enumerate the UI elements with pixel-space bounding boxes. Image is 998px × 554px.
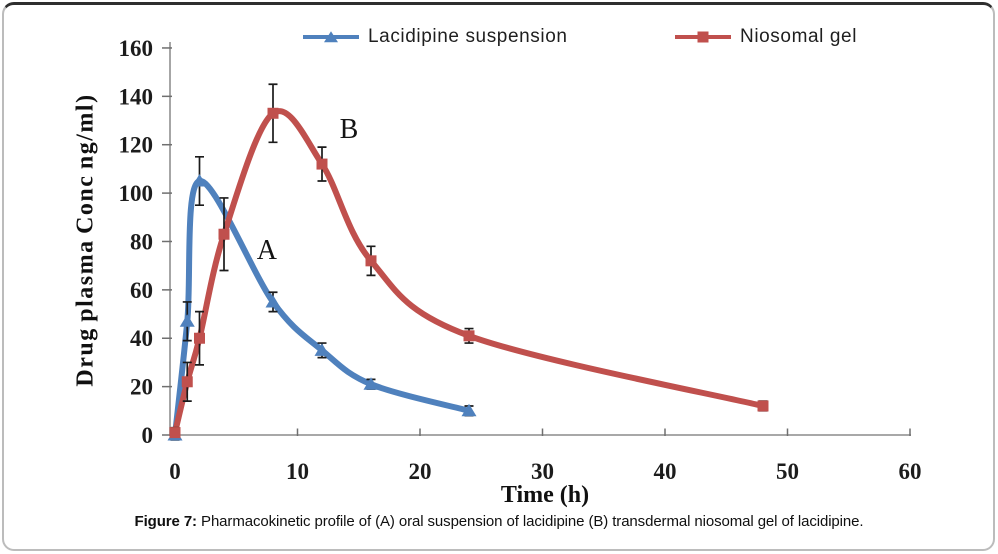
marker-triangle-lacidipine-suspension-1h xyxy=(179,314,195,327)
legend-line-red xyxy=(675,31,731,43)
y-tick-label-140: 140 xyxy=(119,84,154,109)
x-tick-label-10: 10 xyxy=(286,459,309,484)
marker-triangle-lacidipine-suspension-8h xyxy=(265,294,281,308)
marker-square-niosomal-gel-0h xyxy=(169,427,181,439)
series-curve-lacidipine-suspension xyxy=(172,178,472,438)
x-tick-label-20: 20 xyxy=(409,459,432,484)
square-marker-icon xyxy=(697,31,709,43)
series-curve-niosomal-gel xyxy=(172,108,766,436)
annotation-b: B xyxy=(339,114,359,146)
figure-caption: Figure 7: Pharmacokinetic profile of (A)… xyxy=(0,513,998,530)
legend-label: Lacidipine suspension xyxy=(368,26,568,47)
y-tick-label-60: 60 xyxy=(130,278,153,303)
marker-square-niosomal-gel-8h xyxy=(267,107,279,119)
marker-square-niosomal-gel-24h xyxy=(463,330,475,342)
y-tick-label-0: 0 xyxy=(142,423,154,448)
marker-square-niosomal-gel-2h xyxy=(194,332,205,344)
x-tick-label-60: 60 xyxy=(899,459,922,484)
marker-triangle-lacidipine-suspension-16h xyxy=(363,377,379,390)
legend-line-blue xyxy=(303,31,359,43)
y-tick-label-120: 120 xyxy=(119,133,154,158)
x-axis-title: Time (h) xyxy=(500,482,590,508)
triangle-marker-icon xyxy=(324,31,338,43)
marker-square-niosomal-gel-16h xyxy=(365,255,377,267)
x-tick-label-0: 0 xyxy=(169,459,181,484)
marker-triangle-lacidipine-suspension-24h xyxy=(461,403,477,417)
legend-item-lacidipine-suspension: Lacidipine suspension xyxy=(303,26,568,48)
y-tick-label-160: 160 xyxy=(119,36,154,61)
figure-caption-text: Pharmacokinetic profile of (A) oral susp… xyxy=(196,513,864,530)
legend-item-niosomal-gel: Niosomal gel xyxy=(675,26,857,48)
y-tick-label-100: 100 xyxy=(119,181,154,206)
annotation-a: A xyxy=(256,235,277,267)
marker-triangle-lacidipine-suspension-2h xyxy=(192,174,207,187)
figure-caption-label: Figure 7: xyxy=(134,513,198,530)
x-tick-label-40: 40 xyxy=(654,459,677,484)
y-tick-label-40: 40 xyxy=(130,326,153,351)
marker-square-niosomal-gel-4h xyxy=(218,228,230,240)
marker-triangle-lacidipine-suspension-12h xyxy=(314,343,330,356)
y-tick-label-80: 80 xyxy=(130,229,153,254)
y-axis-title: Drug plasma Conc ng/ml) xyxy=(72,93,99,387)
legend-label: Niosomal gel xyxy=(740,26,858,47)
marker-square-niosomal-gel-1h xyxy=(181,376,193,388)
x-tick-label-30: 30 xyxy=(531,459,554,484)
y-tick-label-20: 20 xyxy=(130,375,153,400)
x-tick-label-50: 50 xyxy=(776,459,799,484)
marker-square-niosomal-gel-12h xyxy=(316,158,328,170)
marker-square-niosomal-gel-48h xyxy=(757,400,769,412)
